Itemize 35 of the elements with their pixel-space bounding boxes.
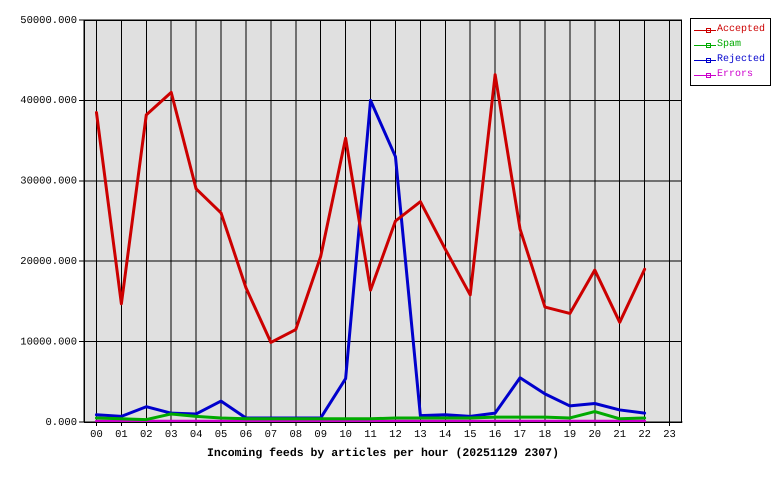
x-tick-label: 10 <box>339 429 352 442</box>
x-tick-label: 12 <box>389 429 402 442</box>
x-tick-label: 23 <box>663 429 676 442</box>
x-tick-label: 03 <box>164 429 178 442</box>
x-tick-label: 18 <box>538 429 552 442</box>
y-tick-label: 0.000 <box>45 416 77 429</box>
x-axis-title: Incoming feeds by articles per hour (20251129 2307) <box>207 446 559 460</box>
y-tick-label: 20000.000 <box>20 256 77 268</box>
x-tick-label: 16 <box>488 429 502 442</box>
x-tick-label: 15 <box>464 429 477 442</box>
x-tick-label: 20 <box>588 429 602 442</box>
legend-label: Spam <box>717 39 742 50</box>
y-tick-label: 50000.000 <box>20 14 77 27</box>
x-tick-label: 14 <box>438 429 452 442</box>
x-tick-label: 05 <box>214 429 228 442</box>
legend-label: Errors <box>717 69 754 80</box>
y-tick-label: 40000.000 <box>20 95 77 108</box>
x-tick-label: 02 <box>140 429 153 442</box>
x-tick-label: 06 <box>240 429 252 442</box>
x-tick-label: 19 <box>564 429 576 442</box>
legend-label: Rejected <box>717 54 766 65</box>
y-tick-label: 10000.000 <box>20 336 77 348</box>
x-tick-label: 21 <box>613 429 626 442</box>
x-tick-label: 04 <box>190 429 202 442</box>
x-tick-label: 09 <box>314 429 328 442</box>
legend-label: Accepted <box>717 24 766 35</box>
x-tick-label: 11 <box>364 429 377 442</box>
x-tick-label: 13 <box>414 429 427 442</box>
y-tick-label: 30000.000 <box>20 176 77 188</box>
x-tick-label: 01 <box>115 429 128 442</box>
x-tick-label: 00 <box>90 429 103 442</box>
x-tick-label: 22 <box>638 429 651 442</box>
x-tick-label: 17 <box>514 429 526 442</box>
x-tick-label: 07 <box>264 429 278 442</box>
x-tick-label: 08 <box>289 429 302 442</box>
